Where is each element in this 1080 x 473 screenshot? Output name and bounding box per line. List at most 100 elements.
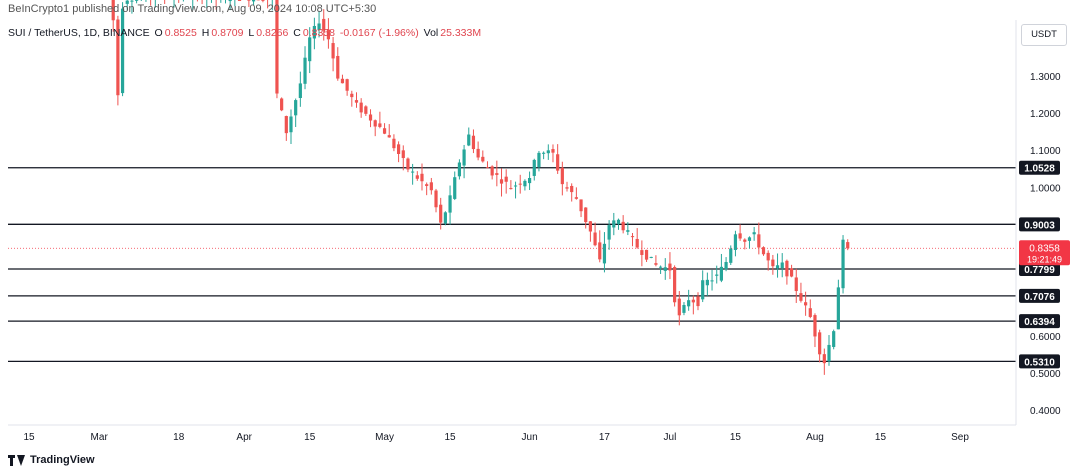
candle-body: [607, 225, 611, 240]
candle-body: [668, 263, 672, 271]
time-tick-label: 17: [599, 432, 611, 443]
candle-body: [425, 184, 429, 186]
candle-body: [518, 183, 522, 185]
candle-body: [822, 354, 826, 364]
candle-body: [771, 259, 775, 267]
candle-body: [247, 0, 251, 1]
candle-body: [387, 135, 391, 138]
candle-body: [649, 256, 653, 258]
candle-body: [598, 242, 602, 260]
candle-body: [644, 249, 649, 260]
candle-body: [584, 207, 588, 223]
candle-body: [448, 195, 452, 213]
candle-body: [289, 116, 293, 133]
candle-body: [818, 332, 822, 355]
candle-body: [673, 267, 677, 303]
candle-body: [743, 239, 747, 242]
candle-body: [364, 106, 368, 114]
candle-body: [794, 277, 798, 292]
level-label: 1.0528: [1024, 164, 1055, 175]
candle-body: [682, 305, 686, 313]
candle-body: [757, 234, 761, 248]
candle-body: [551, 149, 555, 153]
candle-body: [621, 221, 625, 231]
time-tick-label: 15: [304, 432, 316, 443]
candle-body: [799, 293, 803, 301]
candle-body: [354, 100, 359, 103]
candle-body: [808, 308, 812, 317]
level-label: 0.9003: [1024, 220, 1055, 231]
candle-body: [579, 199, 583, 212]
candle-body: [373, 120, 377, 127]
candle-body: [658, 266, 663, 268]
level-label-box: [1019, 160, 1060, 175]
candle-body: [228, 0, 232, 2]
candle-body: [738, 233, 742, 239]
candle-body: [280, 98, 284, 111]
open-label: O: [154, 27, 163, 39]
candle-body: [509, 188, 513, 190]
candle-body: [687, 300, 691, 307]
candle-body: [368, 114, 373, 121]
candle-body: [125, 0, 129, 4]
published-by-text: BeInCrypto1 published on TradingView.com…: [8, 3, 377, 15]
candle-body: [691, 299, 695, 303]
close-value: 0.8358: [302, 27, 335, 39]
candle-body: [710, 280, 714, 282]
candle-body: [237, 0, 242, 1]
price-tick-label: 0.4000: [1030, 406, 1061, 417]
candle-body: [471, 135, 476, 150]
candle-body: [251, 0, 256, 2]
candle-body: [382, 128, 387, 134]
time-tick-label: Apr: [236, 432, 252, 443]
candle-body: [312, 25, 316, 39]
candle-body: [733, 234, 738, 250]
candle-body: [804, 302, 808, 306]
level-label: 0.5310: [1024, 357, 1055, 368]
tradingview-footer: TradingView: [8, 454, 95, 466]
price-tick-label: 1.2000: [1030, 109, 1061, 120]
candle-body: [294, 100, 298, 116]
candle-body: [453, 177, 457, 199]
price-tick-label: 0.6000: [1030, 332, 1061, 343]
candle-body: [705, 279, 709, 286]
time-tick-label: Jul: [664, 432, 677, 443]
candle-body: [588, 221, 593, 232]
time-tick-label: May: [375, 432, 394, 443]
price-tick-label: 0.5000: [1030, 369, 1061, 380]
candle-body: [317, 23, 321, 31]
candle-body: [747, 237, 752, 241]
candle-body: [476, 148, 480, 158]
candle-body: [832, 331, 836, 347]
time-tick-label: Sep: [951, 432, 969, 443]
candle-body: [841, 239, 845, 289]
candle-body: [766, 252, 770, 261]
candle-body: [111, 0, 115, 21]
volume-value: 25.333M: [440, 27, 482, 39]
tradingview-brand: TradingView: [30, 454, 95, 466]
time-axis[interactable]: 15 Mar 18 Apr 15 May 15 Jun 17 Jul 15 Aug 15 Sep: [8, 424, 1016, 443]
candle-body: [331, 43, 335, 59]
candle-body: [485, 167, 490, 169]
candle-body: [729, 248, 733, 263]
candle-body: [616, 219, 621, 225]
volume-label: Vol: [423, 27, 439, 39]
candle-body: [322, 18, 326, 31]
time-tick-label: 18: [173, 432, 185, 443]
candle-body: [490, 166, 494, 176]
candle-body: [261, 0, 265, 1]
time-tick-label: Aug: [806, 432, 824, 443]
candle-body: [303, 57, 307, 84]
time-tick-label: 15: [444, 432, 456, 443]
candle-body: [677, 298, 681, 316]
candle-body: [308, 37, 312, 62]
currency-selector[interactable]: USDT: [1021, 24, 1067, 46]
price-axis[interactable]: 1.3000 1.2000 1.1000 1.0000 0.6000 0.5000 0.40…: [1015, 20, 1061, 425]
candle-body: [406, 158, 410, 170]
candle-body: [785, 260, 789, 277]
candle-body: [415, 175, 419, 179]
symbol-name[interactable]: SUI / TetherUS, 1D, BINANCE: [8, 27, 150, 39]
level-label: 0.6394: [1024, 317, 1055, 328]
candle-body: [429, 182, 433, 191]
